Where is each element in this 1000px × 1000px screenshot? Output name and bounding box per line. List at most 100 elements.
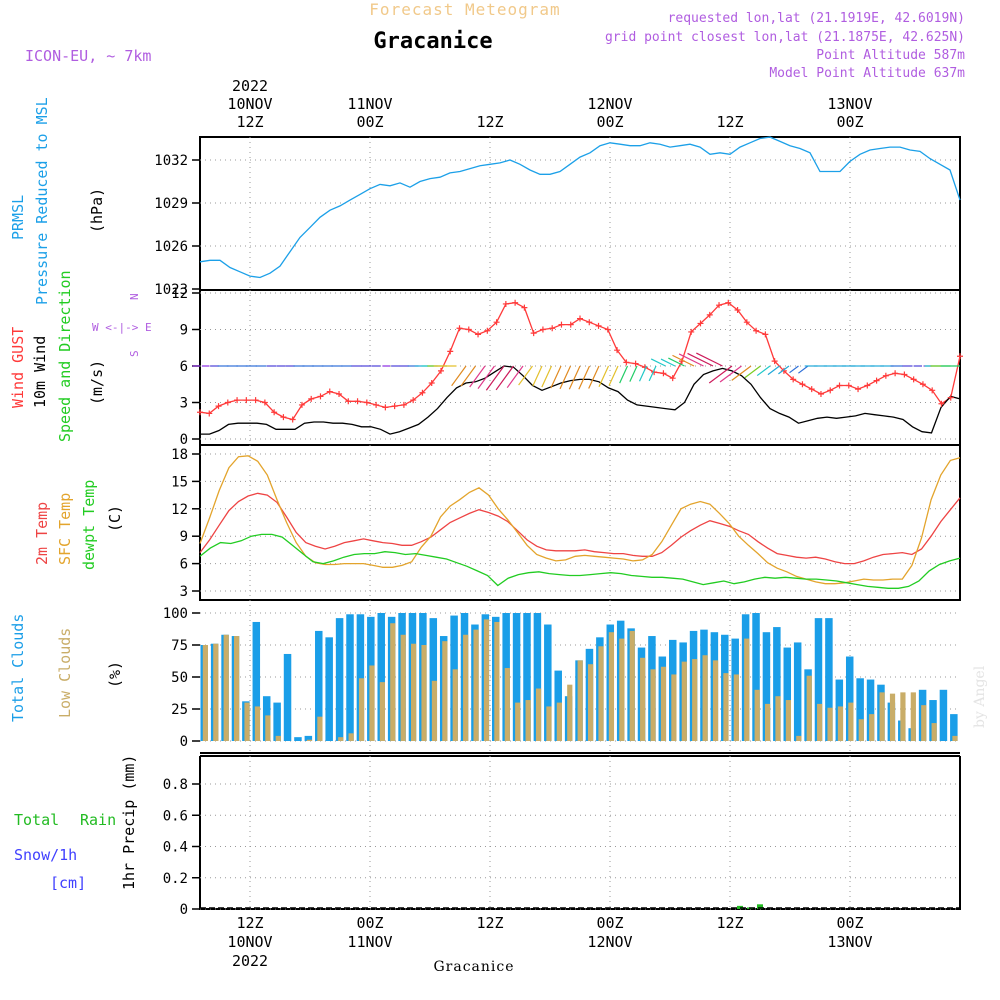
y-tick-label: 12 [171,502,188,518]
low-cloud-bar [306,739,313,741]
y-tick-label: 1032 [154,153,188,169]
low-cloud-bar [848,702,854,741]
gust-marker [354,398,361,405]
gust-marker [280,414,287,421]
gust-marker [336,390,343,397]
low-cloud-bar [411,643,417,741]
wind-direction-arrow [648,365,657,382]
y-tick-label: 1029 [154,196,188,212]
low-cloud-bar [234,636,240,741]
total-cloud-bar [315,630,323,741]
gust-marker [817,390,824,397]
wind-direction-arrow [672,354,695,367]
y-tick-label: 6 [180,359,188,375]
gust-marker [947,394,954,401]
gust-marker [595,322,602,329]
total-cloud-bar [929,700,937,741]
total-cloud-bar [273,702,281,741]
total-cloud-bar [356,614,365,741]
y-tick-label: 0.8 [163,777,188,793]
low-cloud-bar [817,703,823,741]
gust-marker [836,382,843,389]
low-cloud-bar [692,659,698,741]
temp-dew-label: dewpt Temp [80,480,98,570]
compass-north: N [128,293,141,300]
total-cloud-bar [939,689,948,741]
y-tick-label: 100 [163,606,188,622]
y-tick-label: 0 [180,432,188,448]
gust-marker [539,326,546,333]
low-cloud-bar [556,702,562,741]
low-cloud-bar [827,707,833,741]
gust-marker [808,386,815,393]
total-cloud-bar [950,714,958,741]
wind-line [200,365,961,435]
gust-marker [697,320,704,327]
total-cloud-bar [512,613,521,741]
temp-panel-frame [199,444,961,601]
gust-marker [400,401,407,408]
gust-marker [558,321,565,328]
wind-direction-arrow [650,358,666,367]
low-cloud-bar [213,643,219,741]
total-cloud-bar [793,642,802,741]
gust-marker [428,380,435,387]
rain-label: Rain [80,811,116,829]
gust-marker [845,382,852,389]
snow-unit-label: [cm] [50,874,86,892]
wind-direction-arrow [629,365,638,382]
total-cloud-bar [814,618,823,741]
low-cloud-bar [931,723,937,741]
low-cloud-bar [785,700,792,741]
y-tick-label: 0 [180,902,188,918]
time-tick-label-bottom: 00Z [596,914,623,932]
footer-station: Gracanice [433,959,514,975]
low-cloud-bar [463,634,469,741]
low-cloud-bar [754,689,760,741]
wind-direction-arrow [460,365,476,387]
wind-dir-label: Speed and Direction [56,270,74,442]
y-tick-label: 0.2 [163,871,188,887]
gust-marker [197,409,203,416]
total-cloud-bar [252,621,261,741]
compass-we: W <-|-> E [92,321,152,334]
y-tick-label: 18 [171,447,188,463]
wind-direction-arrow [687,352,714,367]
wind-direction-arrow [578,365,591,390]
total-cloud-bar [294,737,302,741]
gust-marker [382,404,389,411]
temp-unit: (C) [106,505,124,532]
wind-direction-arrow [588,365,600,389]
total-cloud-bar [325,637,333,741]
wind-direction-arrow [678,353,704,367]
wind-direction-arrow [518,365,533,386]
y-tick-label: 0 [180,734,188,750]
clouds-unit: (%) [106,661,124,688]
gust-marker [465,326,472,333]
low-cloud-bar [910,692,916,741]
data-series [192,136,963,909]
gust-marker [456,325,463,332]
date-label-top: 12NOV [587,95,632,113]
point-altitude: Point Altitude 587m [816,48,965,63]
gust-marker [298,401,305,408]
low-cloud-bar [390,623,396,741]
tsfc-line [199,455,961,585]
pressure-label-msl: Pressure Reduced to MSL [33,97,51,305]
compass-rose: N S W <-|-> E [92,293,152,357]
low-cloud-bar [671,674,677,741]
low-cloud-bar [525,700,531,741]
y-tick-label: 1023 [154,282,188,298]
gust-marker [632,360,639,367]
gust-marker [475,331,482,338]
pressure-line [199,136,961,279]
station-title: Gracanice [373,29,492,54]
wind-direction-arrow [778,365,790,375]
low-cloud-bar [494,621,500,741]
gust-marker [419,389,426,396]
gust-marker [799,381,806,388]
time-tick-label-bottom: 12Z [236,914,263,932]
low-cloud-bar [265,715,271,741]
rain-bar [757,904,763,909]
total-clouds-label: Total Clouds [9,614,27,722]
